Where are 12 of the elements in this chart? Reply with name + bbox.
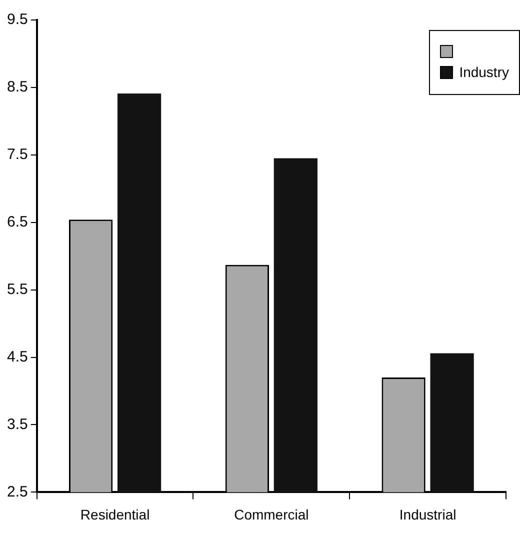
y-tick-label: 3.5 xyxy=(6,416,28,433)
y-tick-label: 6.5 xyxy=(6,214,28,231)
y-tick-label: 4.5 xyxy=(6,348,28,366)
y-tick-label: 7.5 xyxy=(6,146,28,164)
y-tick-label: 8.5 xyxy=(6,78,28,96)
x-tick-label: Commercial xyxy=(234,506,309,522)
x-tick-label: Residential xyxy=(80,506,150,522)
y-tick-label: 2.5 xyxy=(6,483,28,500)
y-tick-label: 9.5 xyxy=(6,11,28,28)
y-tick-label: 5.5 xyxy=(6,280,28,298)
x-tick-label: Industrial xyxy=(399,506,456,522)
legend-label: Industry xyxy=(459,64,509,80)
